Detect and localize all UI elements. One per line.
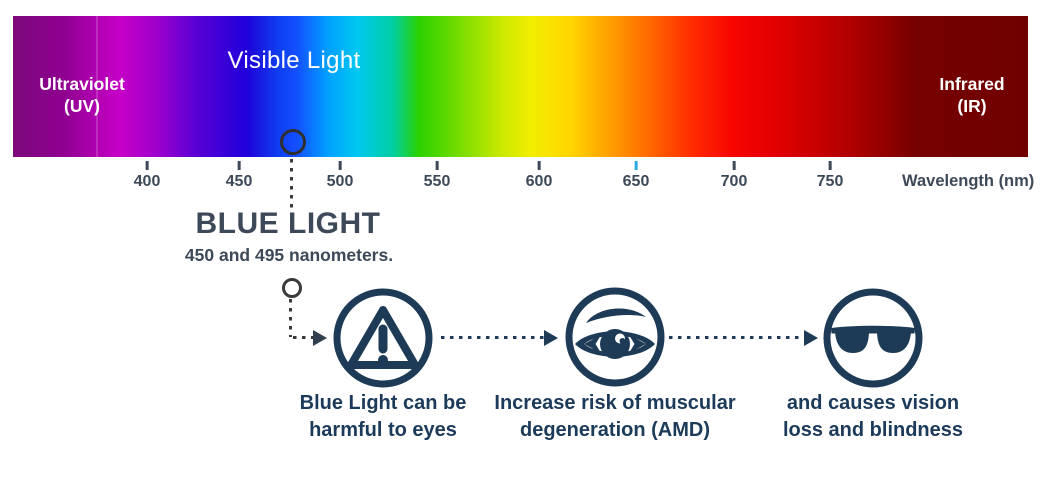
axis-tick-700: 700: [720, 161, 748, 191]
tick-label: 400: [133, 173, 161, 190]
caption-line: Increase risk of muscular: [494, 392, 736, 414]
junction-circle: [282, 278, 302, 298]
tick-label: 750: [816, 173, 844, 190]
tick-label: 550: [423, 173, 451, 190]
tick-mark: [828, 161, 832, 170]
dotted-elbow-horizontal: [293, 336, 313, 339]
tick-mark-highlighted: [634, 161, 638, 170]
caption-line: harmful to eyes: [309, 419, 457, 441]
infrared-label-line2: (IR): [957, 96, 987, 116]
dotted-connector: [441, 336, 544, 339]
spectrum-band-divider: [96, 16, 98, 157]
tick-label: 650: [622, 173, 650, 190]
ultraviolet-label: Ultraviolet (UV): [39, 73, 125, 117]
caption-step-3: and causes vision loss and blindness: [783, 390, 963, 444]
tick-mark: [732, 161, 736, 170]
eye-icon: [565, 287, 665, 387]
infrared-label: Infrared (IR): [939, 73, 1004, 117]
arrow-right-icon: [544, 330, 558, 346]
caption-line: degeneration (AMD): [519, 419, 710, 441]
spectrum-bar: Ultraviolet (UV) Visible Light Infrared …: [13, 16, 1028, 157]
tick-label: 600: [525, 173, 553, 190]
axis-tick-550: 550: [423, 161, 451, 191]
arrow-right-icon: [313, 330, 327, 346]
axis-tick-750: 750: [816, 161, 844, 191]
axis-tick-450: 450: [225, 161, 253, 191]
axis-tick-600: 600: [525, 161, 553, 191]
blue-light-title: BLUE LIGHT: [195, 207, 381, 240]
caption-line: loss and blindness: [782, 419, 964, 441]
caption-step-2: Increase risk of muscular degeneration (…: [494, 390, 735, 444]
dotted-elbow-vertical: [289, 299, 292, 337]
infrared-label-line1: Infrared: [939, 74, 1005, 94]
wavelength-unit-label: Wavelength (nm): [902, 172, 1035, 190]
tick-mark: [537, 161, 541, 170]
axis-tick-400: 400: [133, 161, 161, 191]
caption-step-1: Blue Light can be harmful to eyes: [300, 390, 467, 444]
axis-tick-500: 500: [326, 161, 354, 191]
ultraviolet-label-line2: (UV): [64, 96, 100, 116]
spectrum-marker-circle: [280, 129, 306, 155]
caption-line: and causes vision: [786, 392, 960, 414]
caption-line: Blue Light can be: [299, 392, 467, 414]
blue-light-subtitle: 450 and 495 nanometers.: [184, 245, 394, 265]
ultraviolet-label-line1: Ultraviolet: [39, 74, 125, 94]
dotted-connector: [669, 336, 801, 339]
tick-label: 450: [225, 173, 253, 190]
tick-label: 500: [326, 173, 354, 190]
tick-mark: [435, 161, 439, 170]
tick-mark: [145, 161, 149, 170]
tick-label: 700: [720, 173, 748, 190]
tick-mark: [338, 161, 342, 170]
sunglasses-icon: [823, 288, 923, 388]
tick-mark: [237, 161, 241, 170]
warning-triangle-icon: [333, 288, 433, 388]
visible-light-label: Visible Light: [227, 47, 361, 74]
dotted-drop-line: [290, 159, 293, 208]
arrow-right-icon: [804, 330, 818, 346]
axis-tick-650: 650: [622, 161, 650, 191]
